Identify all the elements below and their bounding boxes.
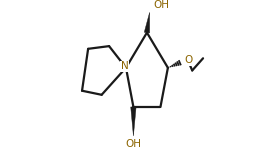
Text: OH: OH [126, 139, 141, 149]
Text: O: O [184, 55, 193, 65]
Polygon shape [144, 12, 150, 33]
Text: OH: OH [154, 0, 170, 10]
Text: N: N [121, 61, 129, 71]
Polygon shape [131, 107, 136, 136]
